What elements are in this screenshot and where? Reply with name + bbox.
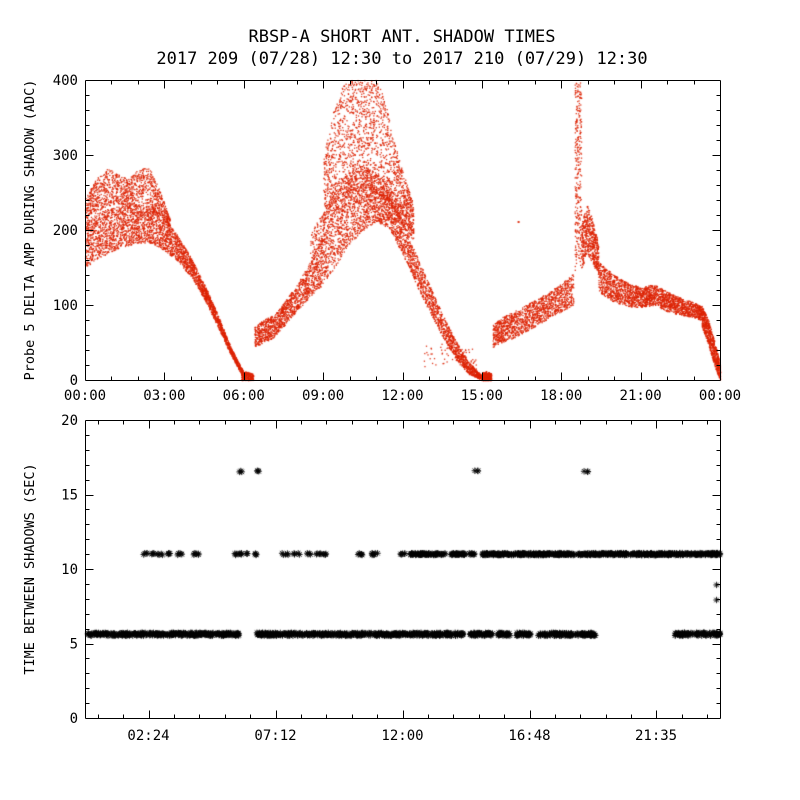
chart-subtitle: 2017 209 (07/28) 12:30 to 2017 210 (07/2…: [156, 49, 647, 69]
tick-label: 03:00: [143, 388, 185, 404]
chart-title: RBSP-A SHORT ANT. SHADOW TIMES: [248, 27, 555, 47]
tick-label: 5: [70, 637, 78, 653]
tick-label: 10: [61, 562, 78, 578]
bottom-panel-ylabel: TIME BETWEEN SHADOWS (SEC): [22, 463, 38, 674]
top-panel-ylabel: Probe 5 DELTA AMP DURING SHADOW (ADC): [22, 80, 38, 381]
tick-label: 07:12: [254, 728, 296, 744]
tick-label: 16:48: [508, 728, 550, 744]
tick-label: 00:00: [699, 388, 741, 404]
tick-label: 00:00: [64, 388, 106, 404]
tick-label: 0: [70, 711, 78, 727]
tick-label: 02:24: [127, 728, 169, 744]
tick-label: 0: [70, 373, 78, 389]
axes-ticks-group: 00:00 03:00 06:00 09:00 12:00 15:00 18:00 21:00…: [53, 73, 741, 744]
tick-label: 21:00: [620, 388, 662, 404]
tick-label: 06:00: [223, 388, 265, 404]
tick-label: 09:00: [302, 388, 344, 404]
tick-label: 20: [61, 413, 78, 429]
tick-label: 200: [53, 223, 78, 239]
tick-label: 12:00: [381, 728, 423, 744]
tick-label: 300: [53, 148, 78, 164]
tick-label: 15:00: [461, 388, 503, 404]
tick-label: 12:00: [381, 388, 423, 404]
tick-label: 100: [53, 298, 78, 314]
tick-label: 15: [61, 488, 78, 504]
tick-label: 18:00: [540, 388, 582, 404]
tick-label: 21:35: [635, 728, 677, 744]
tick-label: 400: [53, 73, 78, 89]
